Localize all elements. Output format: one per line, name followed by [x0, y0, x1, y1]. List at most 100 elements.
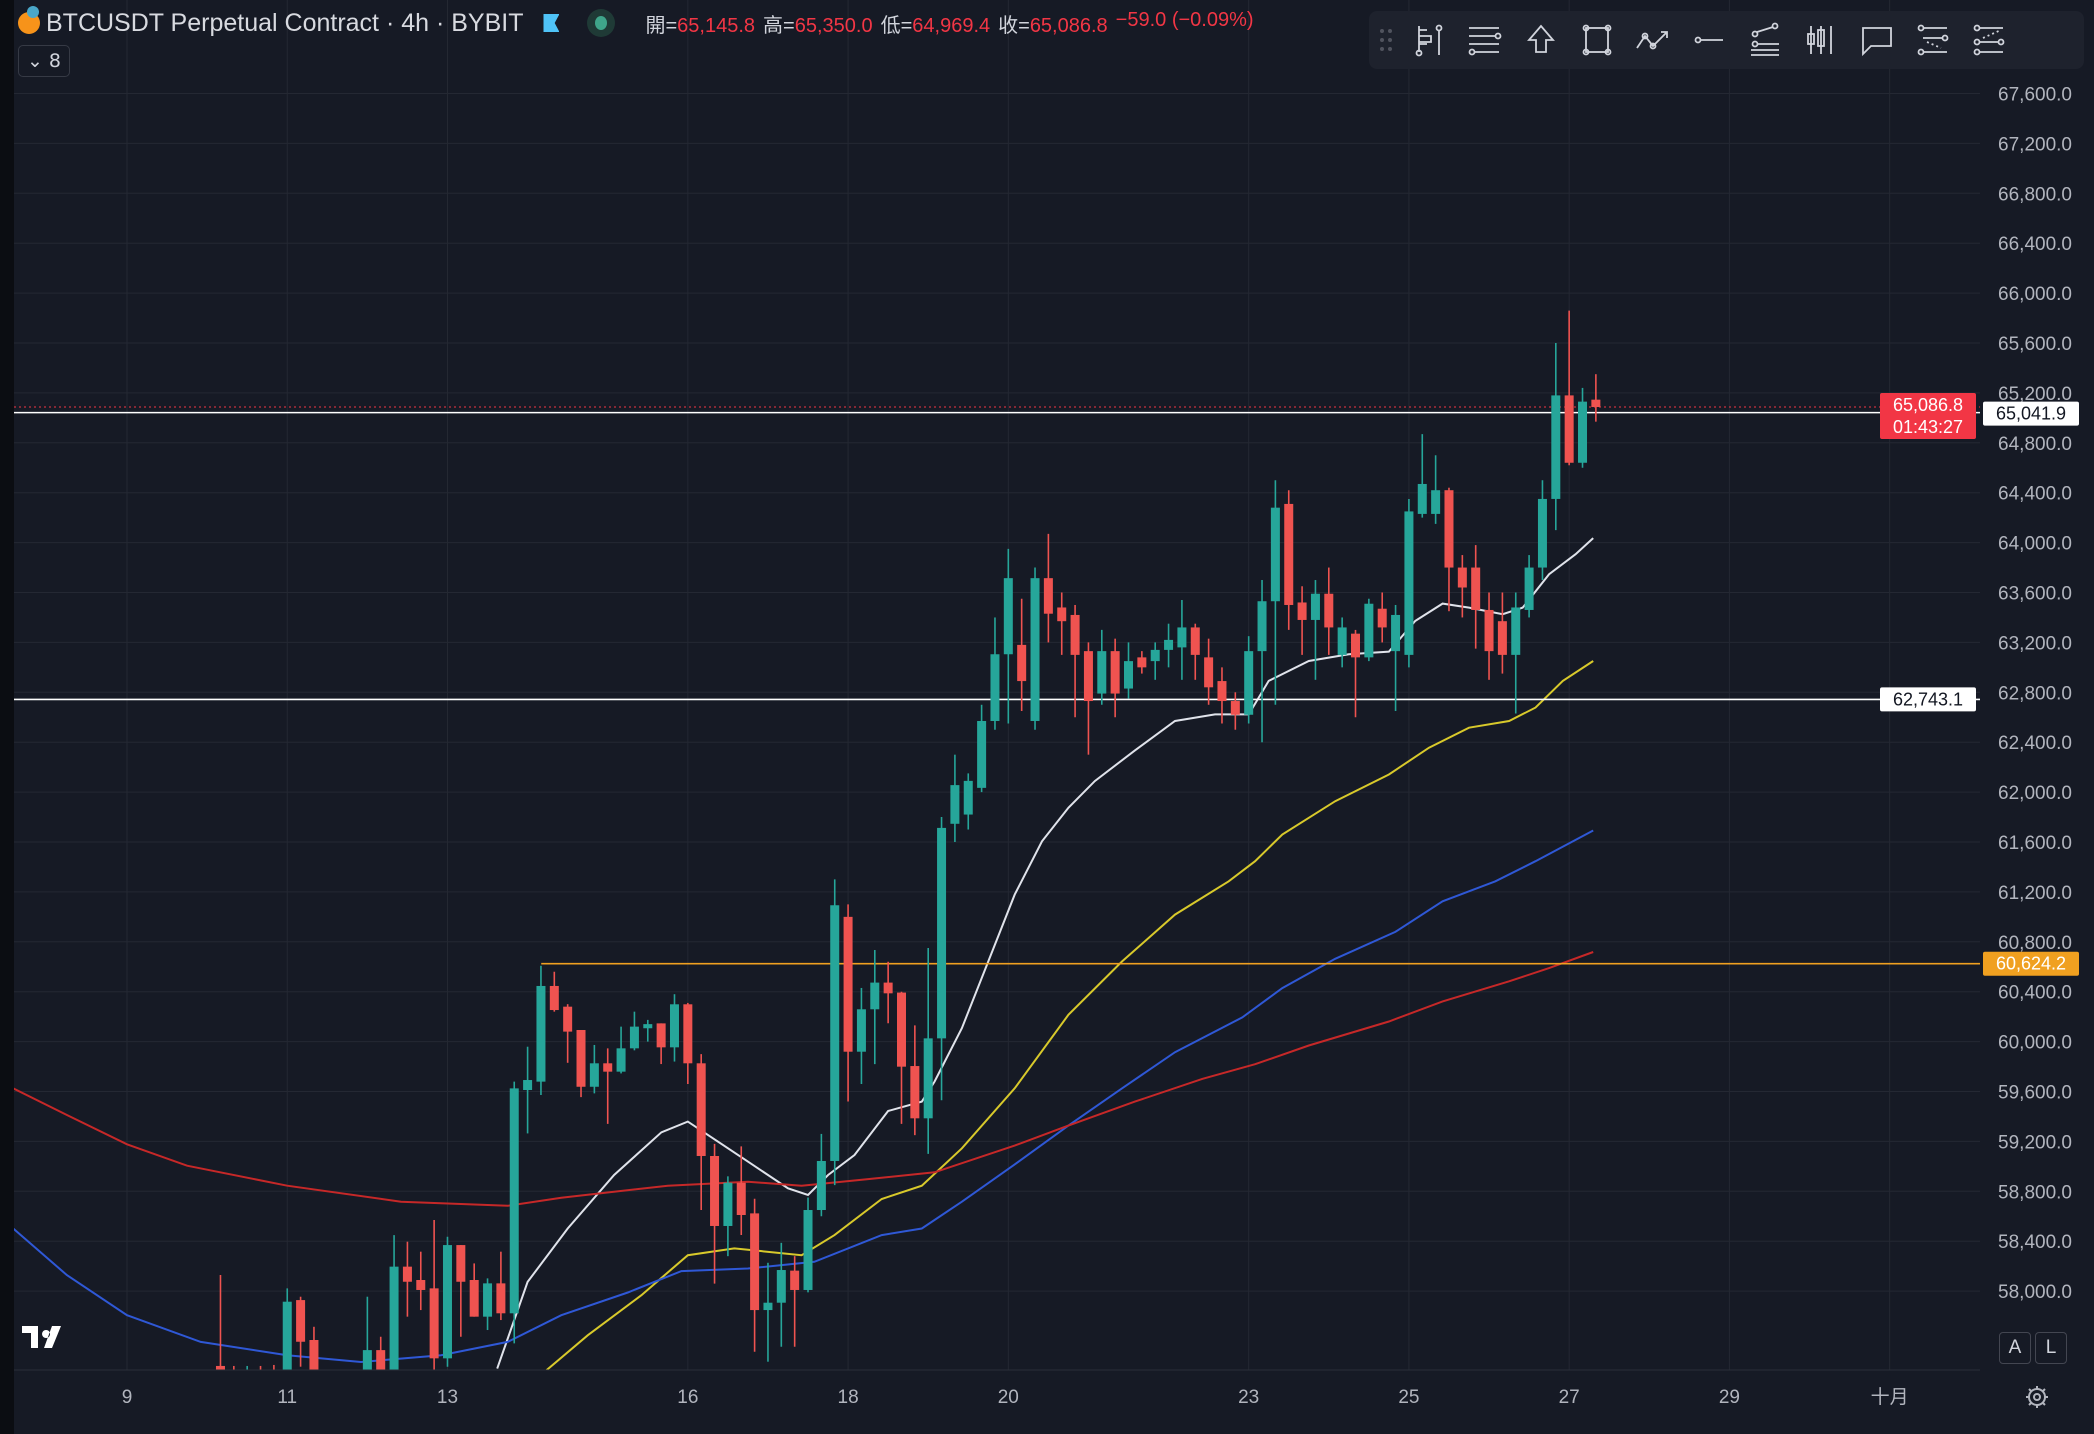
- candle[interactable]: [1164, 623, 1174, 668]
- fib-fan-tool-button[interactable]: [1737, 15, 1793, 65]
- arrow-tool-button[interactable]: [1513, 15, 1569, 65]
- candle[interactable]: [1364, 598, 1374, 662]
- candle[interactable]: [763, 1262, 773, 1362]
- candle[interactable]: [790, 1256, 800, 1347]
- candle[interactable]: [1351, 629, 1361, 718]
- candle[interactable]: [1431, 455, 1441, 524]
- candle[interactable]: [870, 950, 880, 1065]
- candle[interactable]: [1310, 580, 1320, 680]
- indicators-toggle-button[interactable]: ⌄ 8: [18, 45, 70, 77]
- candle[interactable]: [549, 971, 559, 1012]
- candle[interactable]: [1204, 638, 1214, 705]
- candle[interactable]: [1444, 487, 1454, 612]
- candle[interactable]: [830, 879, 840, 1186]
- candle[interactable]: [1270, 480, 1280, 705]
- candle[interactable]: [469, 1263, 479, 1317]
- candle[interactable]: [215, 1275, 225, 1416]
- candle[interactable]: [389, 1235, 399, 1403]
- candle[interactable]: [1457, 555, 1467, 618]
- ray-tool-button[interactable]: [1681, 15, 1737, 65]
- plot-pane[interactable]: [13, 310, 1980, 1416]
- regression-tool-button[interactable]: [1961, 15, 2017, 65]
- candle[interactable]: [1070, 604, 1080, 718]
- candle[interactable]: [963, 773, 973, 830]
- candle[interactable]: [376, 1336, 386, 1404]
- candle[interactable]: [629, 1011, 639, 1051]
- candle[interactable]: [1284, 490, 1294, 630]
- candle[interactable]: [1497, 592, 1507, 674]
- candle[interactable]: [1537, 480, 1547, 581]
- candle[interactable]: [1524, 555, 1534, 618]
- tradingview-logo[interactable]: [22, 1322, 74, 1352]
- candle[interactable]: [1057, 592, 1067, 655]
- candle[interactable]: [843, 904, 853, 1102]
- candle[interactable]: [483, 1278, 493, 1331]
- candle[interactable]: [416, 1251, 426, 1311]
- fib-tool-button[interactable]: [1401, 15, 1457, 65]
- drag-handle-icon[interactable]: [1377, 25, 1395, 55]
- candle[interactable]: [1377, 592, 1387, 643]
- flag-icon[interactable]: [543, 14, 560, 32]
- candles-tool-button[interactable]: [1793, 15, 1849, 65]
- candle[interactable]: [1551, 343, 1561, 531]
- candle[interactable]: [1511, 592, 1521, 714]
- candle[interactable]: [1404, 498, 1414, 668]
- candle[interactable]: [1337, 617, 1347, 668]
- candle[interactable]: [1110, 638, 1120, 718]
- auto-scale-button[interactable]: A: [1999, 1332, 2031, 1364]
- candle[interactable]: [589, 1044, 599, 1094]
- candle[interactable]: [990, 617, 1000, 730]
- candle[interactable]: [977, 704, 987, 793]
- candle[interactable]: [1578, 387, 1588, 468]
- candle[interactable]: [509, 1081, 519, 1344]
- candle[interactable]: [750, 1198, 760, 1352]
- candle[interactable]: [1124, 642, 1133, 699]
- candle[interactable]: [736, 1146, 746, 1235]
- candle[interactable]: [1017, 598, 1027, 712]
- candle[interactable]: [816, 1133, 826, 1217]
- candle[interactable]: [1043, 533, 1053, 643]
- candle[interactable]: [1083, 642, 1093, 755]
- candle[interactable]: [603, 1048, 613, 1124]
- candle[interactable]: [1190, 623, 1200, 680]
- candle[interactable]: [1244, 636, 1254, 724]
- candle[interactable]: [536, 965, 546, 1095]
- candle[interactable]: [910, 1025, 920, 1136]
- horizontal-lines-tool-button[interactable]: [1457, 15, 1513, 65]
- candle[interactable]: [1391, 604, 1401, 712]
- log-scale-button[interactable]: L: [2035, 1332, 2067, 1364]
- candle[interactable]: [296, 1296, 306, 1367]
- candle[interactable]: [402, 1241, 412, 1317]
- candle[interactable]: [669, 994, 679, 1062]
- price-axis[interactable]: 58,000.0 58,400.0 58,800.0 59,200.0 59,600.0…: [1998, 85, 2072, 1304]
- candle[interactable]: [856, 987, 866, 1085]
- candle[interactable]: [1177, 599, 1187, 680]
- candle[interactable]: [696, 1054, 706, 1211]
- gear-icon[interactable]: [2022, 1382, 2052, 1412]
- candle[interactable]: [923, 948, 933, 1154]
- candle[interactable]: [442, 1236, 452, 1367]
- candle[interactable]: [776, 1242, 786, 1347]
- candle[interactable]: [1217, 667, 1227, 724]
- candle[interactable]: [1417, 434, 1427, 518]
- candle[interactable]: [643, 1019, 653, 1042]
- candle[interactable]: [563, 1004, 573, 1063]
- candle[interactable]: [1297, 586, 1307, 655]
- candle[interactable]: [683, 1002, 693, 1085]
- callout-tool-button[interactable]: [1849, 15, 1905, 65]
- symbol-title[interactable]: BTCUSDT Perpetual Contract · 4h · BYBIT: [46, 8, 524, 37]
- candle[interactable]: [616, 1026, 626, 1074]
- candle[interactable]: [710, 1143, 720, 1284]
- candle[interactable]: [1137, 651, 1147, 674]
- parallel-channel-tool-button[interactable]: [1905, 15, 1961, 65]
- candle[interactable]: [1257, 580, 1267, 743]
- candle[interactable]: [1471, 545, 1481, 649]
- path-tool-button[interactable]: [1625, 15, 1681, 65]
- candle[interactable]: [429, 1219, 439, 1403]
- candle[interactable]: [1003, 548, 1013, 724]
- candle[interactable]: [883, 961, 893, 1024]
- candle[interactable]: [309, 1326, 319, 1404]
- candle[interactable]: [1484, 592, 1494, 680]
- candle[interactable]: [456, 1245, 466, 1337]
